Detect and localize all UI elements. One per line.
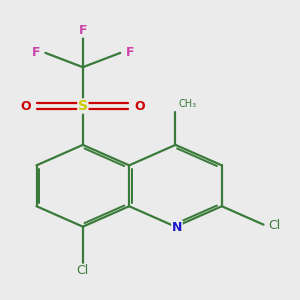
Text: Cl: Cl bbox=[268, 219, 280, 232]
Text: O: O bbox=[21, 100, 32, 112]
Text: F: F bbox=[126, 46, 134, 59]
Text: S: S bbox=[78, 99, 88, 113]
Text: CH₃: CH₃ bbox=[178, 99, 196, 109]
Text: N: N bbox=[172, 221, 182, 234]
Text: F: F bbox=[32, 46, 40, 59]
Text: Cl: Cl bbox=[77, 264, 89, 278]
Text: O: O bbox=[134, 100, 145, 112]
Text: F: F bbox=[79, 24, 87, 37]
